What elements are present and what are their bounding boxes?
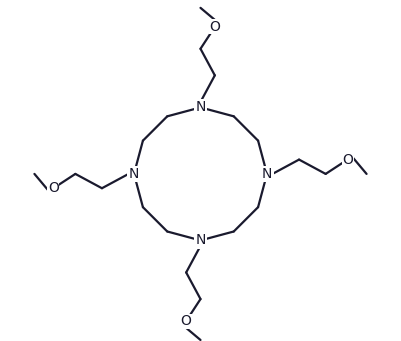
Text: O: O [48,181,59,195]
Text: O: O [209,19,220,34]
Text: N: N [262,167,272,181]
Text: N: N [195,233,206,248]
Text: N: N [195,100,206,115]
Text: O: O [181,314,192,328]
Text: O: O [342,152,353,167]
Text: N: N [129,167,139,181]
